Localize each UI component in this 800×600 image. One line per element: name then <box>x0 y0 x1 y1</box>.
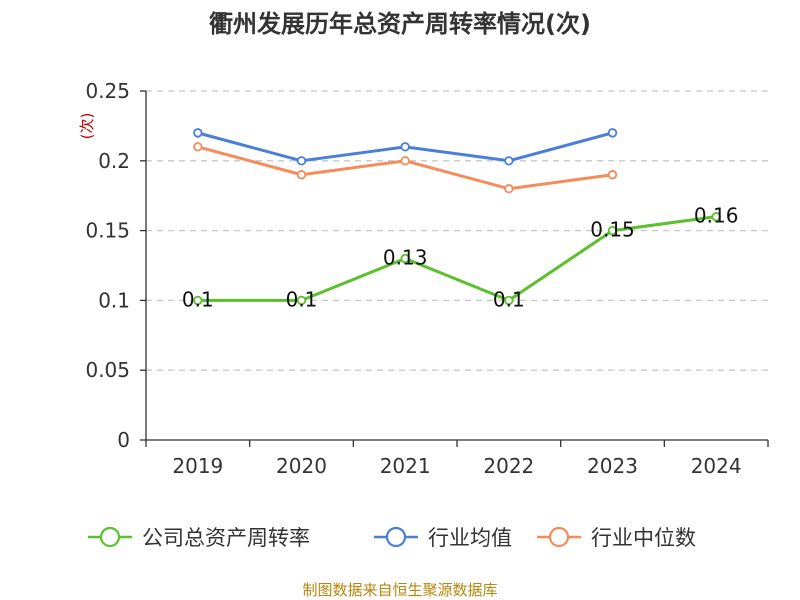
series-layer <box>193 128 721 306</box>
series-0-point <box>400 253 410 264</box>
legend-label: 行业均值 <box>428 526 512 550</box>
series-0-point <box>607 225 618 236</box>
series-0-point <box>296 295 307 306</box>
series-2-point <box>504 184 514 194</box>
data-label: 0.1 <box>493 287 525 311</box>
legend-item-1[interactable]: 行业均值 <box>374 526 512 550</box>
legend-swatch-marker <box>385 526 407 548</box>
series-1-point <box>400 142 410 152</box>
x-tick-label: 2022 <box>483 454 534 478</box>
source-note: 制图数据来自恒生聚源数据库 <box>302 581 497 599</box>
y-tick-label: 0.25 <box>85 79 130 103</box>
x-tick-label: 2021 <box>380 454 431 478</box>
series-2-point <box>400 156 410 166</box>
data-labels: 0.1 0.1 0.13 0.1 0.15 0.16 <box>182 204 739 312</box>
legend-label: 公司总资产周转率 <box>142 526 310 550</box>
gridlines <box>146 90 768 371</box>
chart-title: 衢州发展历年总资产周转率情况(次) <box>209 10 591 38</box>
series-2-point <box>193 142 203 152</box>
data-label: 0.16 <box>694 204 739 228</box>
series-2-point <box>607 170 618 180</box>
series-1-point <box>296 156 307 166</box>
series-0-point <box>711 211 721 222</box>
y-axis-label: (次) <box>78 113 96 140</box>
series-line-0 <box>197 215 717 302</box>
series-0-point <box>193 295 203 306</box>
y-tick-label: 0.05 <box>85 358 130 382</box>
legend-item-2[interactable]: 行业中位数 <box>537 526 696 550</box>
y-tick-label: 0.2 <box>98 149 130 173</box>
series-1-point <box>193 128 203 138</box>
series-2-point <box>296 170 307 180</box>
legend-label: 行业中位数 <box>591 526 696 550</box>
x-tick-label: 2019 <box>172 454 223 478</box>
y-tick-label: 0.1 <box>98 288 130 312</box>
legend-swatch-marker <box>99 526 121 548</box>
data-label: 0.1 <box>286 287 318 311</box>
axes: 0 0.05 0.1 0.15 0.2 0.25 2019 2020 2021 2022 2023 2… <box>85 79 769 478</box>
data-label: 0.1 <box>182 287 214 311</box>
data-label: 0.15 <box>590 218 635 242</box>
legend-item-0[interactable]: 公司总资产周转率 <box>88 526 310 550</box>
y-tick-label: 0 <box>117 428 130 452</box>
y-tick-label: 0.15 <box>85 219 130 243</box>
series-0-point <box>504 295 514 306</box>
data-label: 0.13 <box>383 246 428 270</box>
series-1-point <box>504 156 514 166</box>
legend[interactable]: 公司总资产周转率 行业均值 行业中位数 <box>88 526 696 550</box>
series-line-2 <box>197 145 613 191</box>
series-1-point <box>607 128 618 138</box>
x-tick-label: 2020 <box>276 454 327 478</box>
x-tick-label: 2024 <box>691 454 742 478</box>
legend-swatch-marker <box>548 526 570 548</box>
x-tick-label: 2023 <box>587 454 638 478</box>
